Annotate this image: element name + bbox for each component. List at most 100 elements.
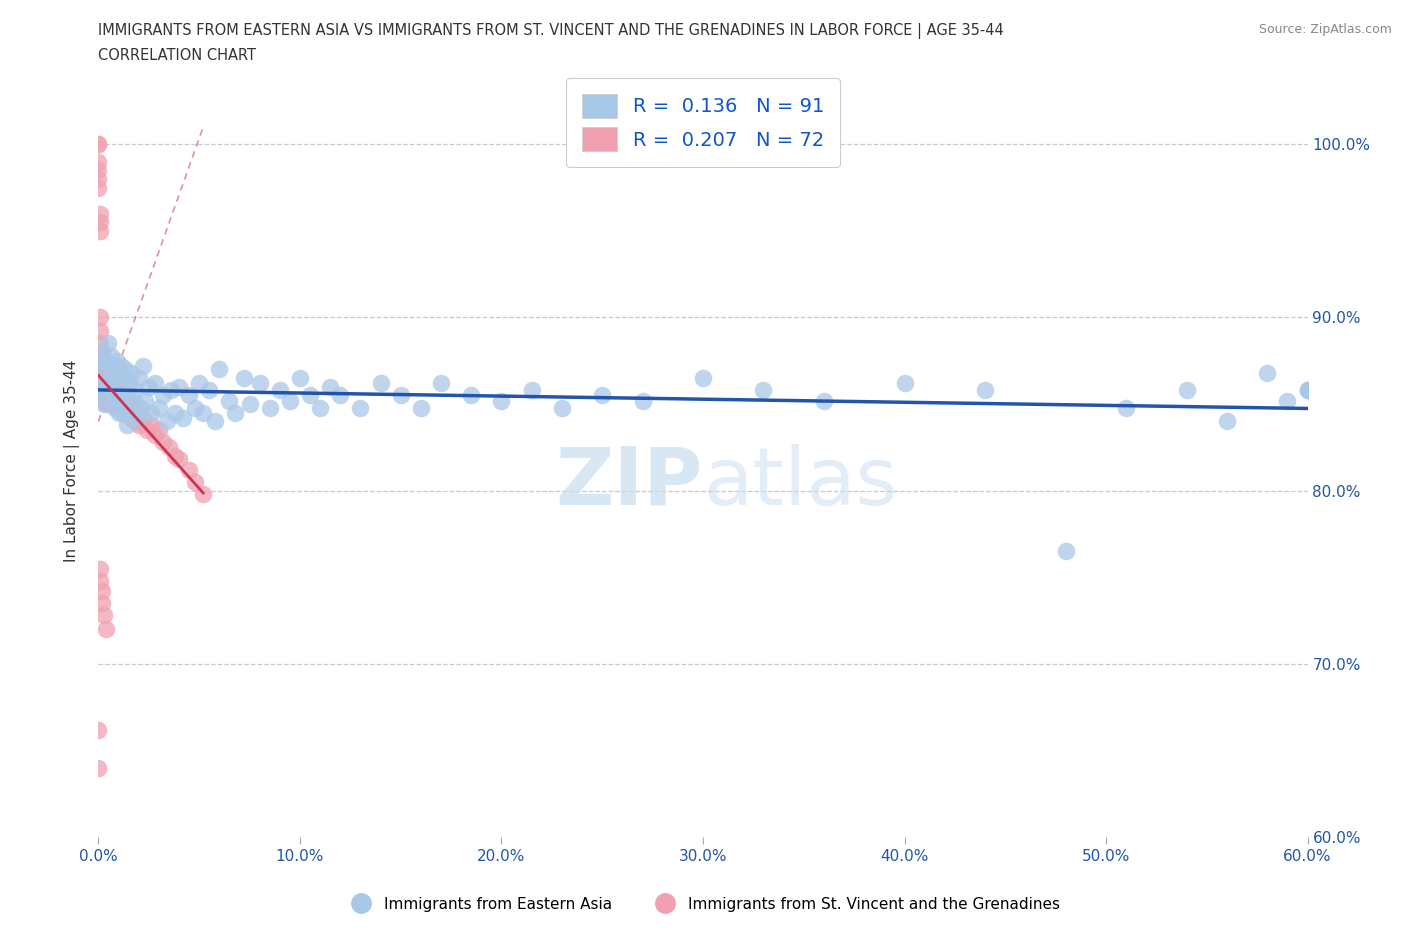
Point: [172, 410, 194, 425]
Point: [813, 393, 835, 408]
Point: [103, 400, 125, 415]
Point: [111, 371, 134, 386]
Point: [124, 383, 146, 398]
Point: [184, 400, 207, 415]
Point: [115, 388, 138, 403]
Point: [89, 215, 111, 230]
Point: [167, 379, 190, 394]
Point: [93, 365, 115, 380]
Point: [551, 400, 574, 415]
Point: [107, 393, 129, 408]
Point: [893, 376, 915, 391]
Point: [118, 405, 141, 420]
Point: [89, 379, 111, 394]
Point: [143, 428, 166, 443]
Point: [208, 362, 231, 377]
Point: [89, 336, 111, 351]
Point: [224, 405, 246, 420]
Point: [91, 388, 114, 403]
Point: [118, 396, 141, 411]
Point: [125, 405, 148, 420]
Point: [118, 376, 141, 391]
Point: [96, 362, 118, 377]
Point: [139, 405, 162, 420]
Point: [1054, 544, 1077, 559]
Point: [87, 154, 110, 169]
Text: CORRELATION CHART: CORRELATION CHART: [98, 48, 256, 63]
Text: atlas: atlas: [703, 444, 897, 522]
Point: [110, 359, 132, 374]
Point: [89, 345, 111, 360]
Point: [100, 376, 122, 391]
Point: [135, 422, 157, 437]
Point: [96, 383, 118, 398]
Point: [278, 393, 301, 408]
Point: [259, 400, 281, 415]
Point: [1296, 383, 1319, 398]
Point: [101, 383, 124, 398]
Point: [97, 371, 120, 386]
Point: [121, 400, 143, 415]
Point: [152, 434, 174, 449]
Point: [115, 418, 138, 432]
Point: [1296, 383, 1319, 398]
Point: [101, 362, 124, 377]
Text: IMMIGRANTS FROM EASTERN ASIA VS IMMIGRANTS FROM ST. VINCENT AND THE GRENADINES I: IMMIGRANTS FROM EASTERN ASIA VS IMMIGRAN…: [98, 23, 1004, 39]
Y-axis label: In Labor Force | Age 35-44: In Labor Force | Age 35-44: [63, 359, 80, 562]
Point: [1277, 393, 1299, 408]
Point: [156, 414, 179, 429]
Point: [1115, 400, 1137, 415]
Point: [93, 608, 115, 623]
Point: [163, 405, 186, 420]
Point: [121, 393, 143, 408]
Point: [329, 388, 352, 403]
Point: [97, 396, 120, 411]
Point: [107, 405, 129, 420]
Point: [91, 596, 114, 611]
Point: [179, 388, 201, 403]
Point: [105, 383, 128, 398]
Point: [93, 362, 115, 377]
Point: [299, 388, 322, 403]
Point: [97, 383, 120, 398]
Point: [309, 400, 332, 415]
Point: [752, 383, 775, 398]
Point: [111, 400, 134, 415]
Point: [491, 393, 513, 408]
Point: [91, 584, 114, 599]
Point: [91, 353, 114, 368]
Point: [249, 376, 271, 391]
Point: [129, 400, 152, 415]
Point: [111, 405, 134, 420]
Point: [157, 440, 180, 455]
Point: [93, 379, 115, 394]
Point: [114, 393, 136, 408]
Point: [520, 383, 543, 398]
Point: [349, 400, 371, 415]
Point: [105, 388, 128, 403]
Point: [87, 761, 110, 776]
Point: [1296, 383, 1319, 398]
Text: ZIP: ZIP: [555, 444, 703, 522]
Point: [91, 348, 114, 363]
Point: [105, 396, 128, 411]
Point: [148, 400, 170, 415]
Point: [460, 388, 482, 403]
Point: [204, 414, 226, 429]
Point: [115, 405, 138, 420]
Point: [91, 388, 114, 403]
Point: [100, 388, 122, 403]
Point: [167, 452, 190, 467]
Point: [430, 376, 453, 391]
Point: [97, 336, 120, 351]
Point: [100, 348, 122, 363]
Point: [370, 376, 392, 391]
Point: [188, 376, 211, 391]
Point: [1216, 414, 1239, 429]
Point: [105, 353, 128, 368]
Point: [89, 362, 111, 377]
Point: [107, 365, 129, 380]
Point: [91, 345, 114, 360]
Point: [163, 448, 186, 463]
Point: [87, 171, 110, 186]
